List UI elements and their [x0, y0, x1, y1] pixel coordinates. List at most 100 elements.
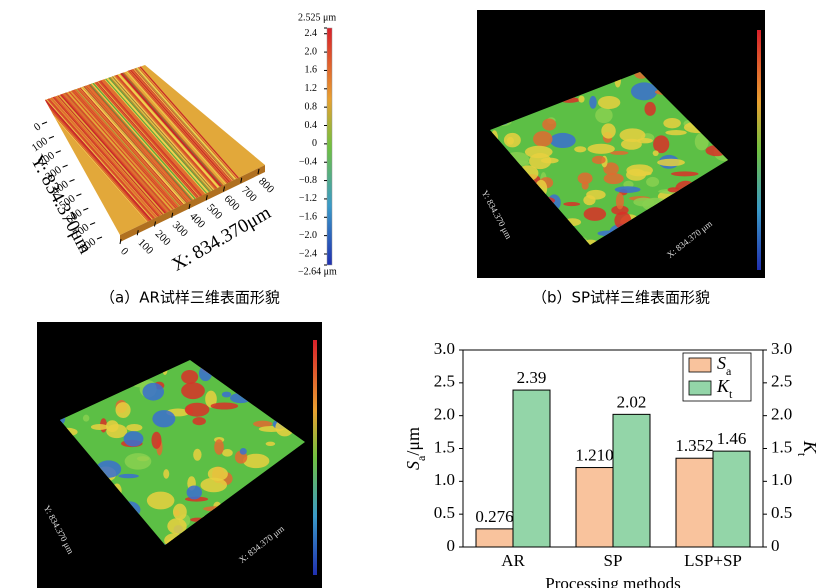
texture	[222, 392, 231, 398]
texture	[214, 439, 224, 455]
texture	[601, 123, 615, 138]
tick-mark	[63, 165, 68, 167]
tick-mark	[83, 208, 88, 210]
y-axis-label: Sa/μm	[403, 427, 428, 470]
texture	[636, 171, 652, 175]
y-tick-label: 2.5	[434, 372, 455, 391]
x-tick-label: 400	[187, 210, 208, 231]
bar	[713, 451, 750, 547]
texture	[657, 159, 685, 167]
value-label: 0.276	[475, 507, 513, 526]
tick-mark	[42, 122, 47, 124]
colorbar-tick-label: 0	[312, 138, 317, 149]
texture	[620, 128, 646, 142]
y-tick-label: 3.0	[434, 339, 455, 358]
colorbar-tick-label: −2.0	[299, 230, 317, 241]
colorbar-tick-label: 0.8	[305, 101, 318, 112]
caption: （a）AR试样三维表面形貌	[100, 289, 280, 307]
texture	[653, 150, 659, 156]
texture	[616, 193, 624, 209]
texture	[118, 474, 138, 478]
x-tick-label: 800	[256, 175, 277, 196]
x-tick-label: 600	[222, 193, 243, 214]
tick-mark	[76, 194, 81, 196]
texture	[578, 173, 593, 185]
texture	[504, 133, 521, 148]
texture	[187, 485, 202, 499]
x-tick-label: LSP+SP	[684, 551, 742, 570]
texture	[106, 420, 119, 432]
texture	[192, 417, 205, 425]
colorbar-tick-label: −2.4	[299, 248, 317, 259]
texture	[116, 402, 131, 418]
caption: （b）SP试样三维表面形貌	[532, 289, 710, 307]
x-tick-label: 200	[153, 228, 174, 249]
value-label: 2.02	[617, 392, 647, 411]
colorbar-tick-label: 1.2	[305, 83, 318, 94]
texture	[181, 382, 205, 399]
bar	[676, 458, 713, 547]
value-label: 1.46	[717, 429, 747, 448]
x-tick-label: 300	[170, 219, 191, 240]
x-axis-label: Processing methods	[545, 574, 681, 588]
colorbar-tick-label: −1.6	[299, 212, 317, 223]
colorbar-tick-label: −0.8	[299, 175, 317, 186]
texture	[163, 469, 169, 479]
colorbar-tick-label: 2.0	[305, 46, 318, 57]
texture	[604, 173, 624, 184]
texture	[147, 492, 175, 510]
texture	[173, 504, 187, 520]
value-label: 2.39	[517, 368, 547, 387]
texture	[589, 96, 596, 109]
texture	[240, 448, 247, 455]
texture	[588, 144, 615, 154]
texture	[83, 415, 89, 422]
x-tick-label: AR	[501, 551, 525, 570]
tick-mark	[90, 223, 95, 225]
y2-tick-label: 2.0	[771, 405, 792, 424]
colorbar	[327, 28, 332, 265]
colorbar-tick-label: 1.6	[305, 65, 318, 76]
texture	[563, 202, 580, 206]
texture	[185, 403, 210, 417]
texture	[125, 453, 152, 470]
y2-tick-label: 3.0	[771, 339, 792, 358]
texture	[142, 383, 164, 401]
x-tick-label: 500	[204, 202, 225, 223]
x-tick-label: 0	[118, 245, 131, 258]
texture	[671, 171, 699, 176]
colorbar-tick-label: 0.4	[305, 120, 318, 131]
texture	[542, 118, 556, 130]
y-tick-label: 1.5	[434, 437, 455, 456]
texture	[592, 156, 606, 164]
y-tick-label: 0	[447, 536, 456, 555]
bar	[513, 390, 550, 547]
texture	[211, 402, 238, 409]
bar	[613, 414, 650, 547]
texture	[665, 130, 686, 135]
legend-swatch	[689, 381, 711, 395]
y2-tick-label: 0.5	[771, 503, 792, 522]
y-tick-label: 2.0	[434, 405, 455, 424]
y2-axis-label: Kt	[795, 440, 816, 457]
colorbar-tick-label: −2.64 μm	[298, 266, 337, 277]
x-tick-label: 100	[135, 237, 156, 258]
x-tick-label: SP	[604, 551, 623, 570]
texture	[529, 153, 551, 169]
tick-mark	[56, 151, 61, 153]
colorbar-tick-label: −0.4	[299, 157, 317, 168]
texture	[124, 431, 144, 446]
texture	[91, 424, 108, 430]
texture	[598, 96, 620, 109]
colorbar-tick-label: 2.4	[305, 28, 318, 39]
tick-mark	[97, 237, 102, 239]
texture	[578, 96, 584, 103]
texture	[633, 198, 654, 207]
mini-colorbar	[313, 340, 317, 575]
texture	[151, 432, 161, 449]
legend-swatch	[689, 358, 711, 372]
texture	[266, 442, 276, 446]
y2-tick-label: 1.0	[771, 470, 792, 489]
y-tick-label: 1.0	[434, 470, 455, 489]
mini-colorbar	[757, 30, 761, 270]
